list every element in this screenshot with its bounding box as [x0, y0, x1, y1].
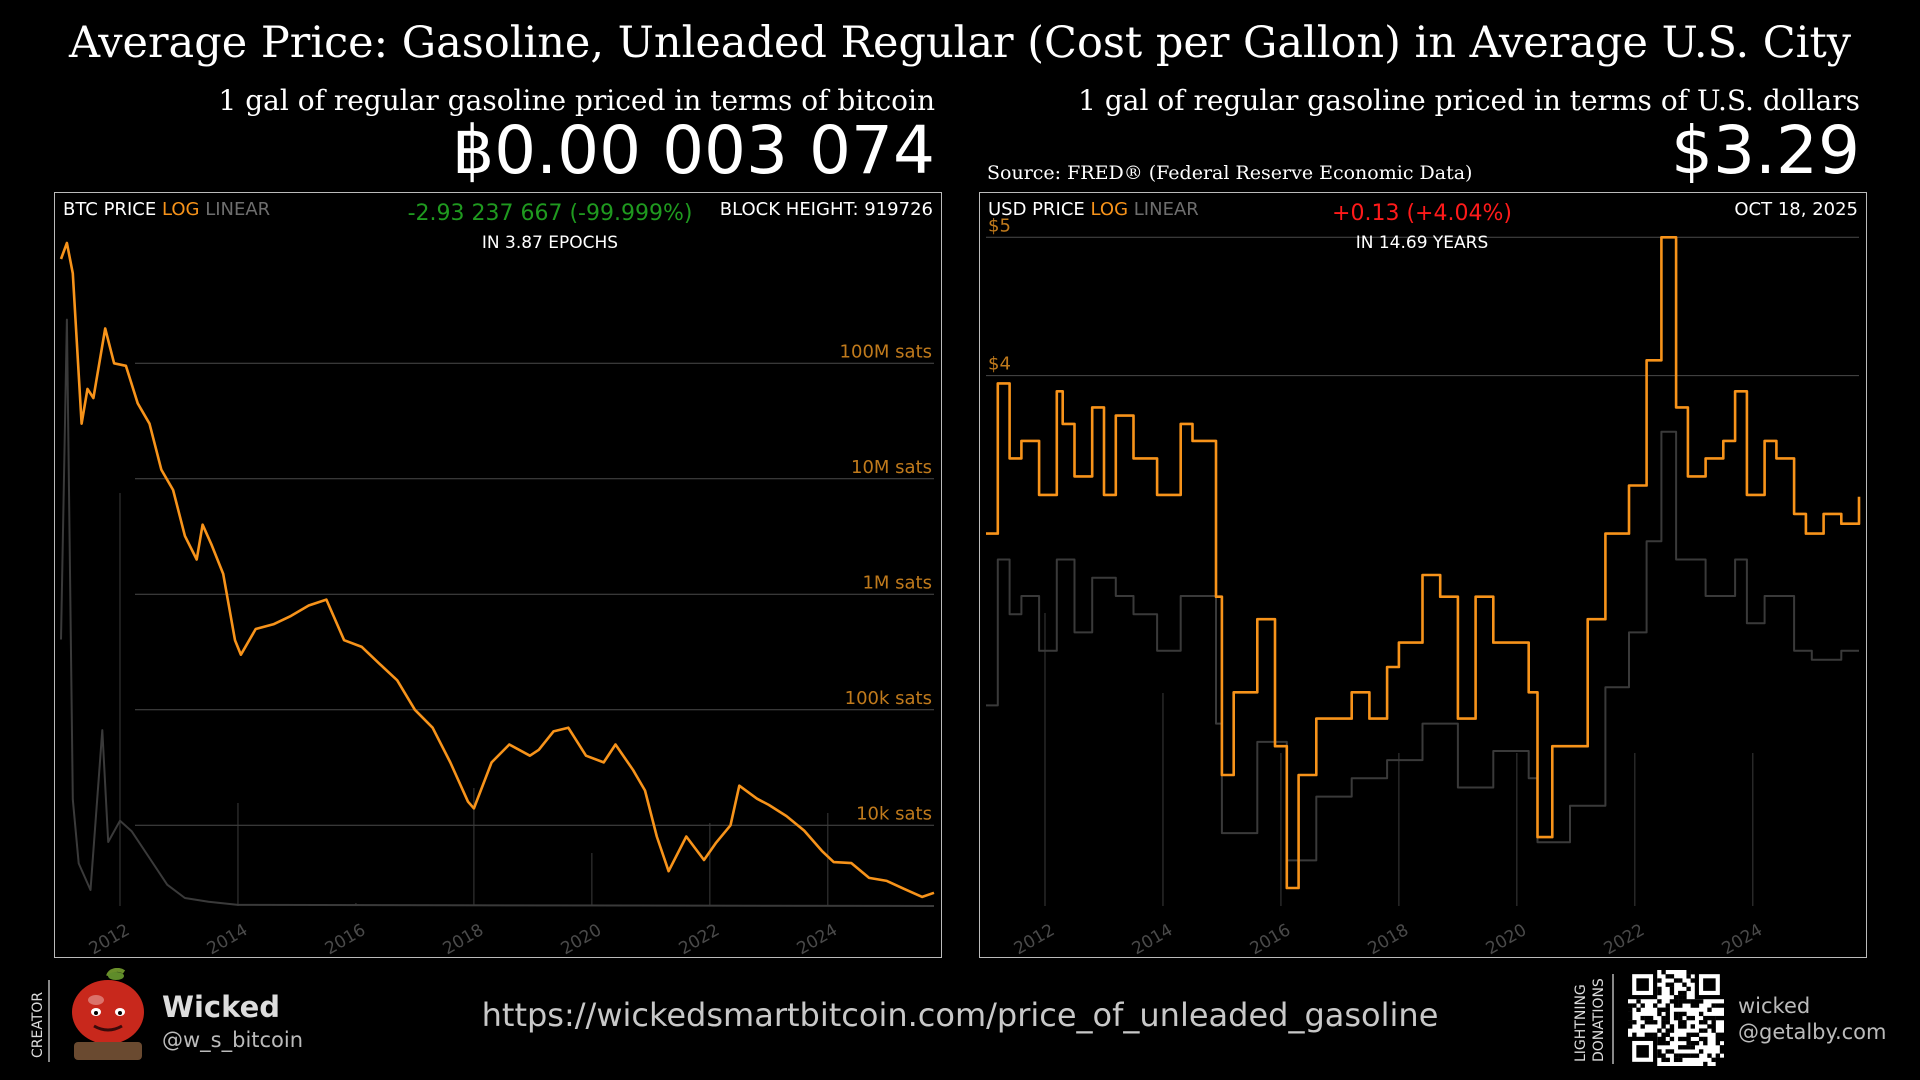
btc-gridline-label: 1M sats — [862, 572, 932, 593]
donate-name: wicked — [1738, 994, 1811, 1018]
usd-x-tick-label: 2014 — [1129, 920, 1176, 956]
creator-divider — [48, 980, 50, 1062]
btc-log-toggle[interactable]: LOG — [161, 199, 200, 220]
btc-linear-toggle[interactable]: LINEAR — [205, 199, 271, 220]
usd-x-tick-label: 2018 — [1365, 920, 1412, 956]
creator-name: Wicked — [162, 990, 281, 1024]
donations-label: DONATIONS — [1591, 978, 1607, 1062]
usd-x-tick-label: 2012 — [1011, 920, 1058, 956]
usd-price-label: USD PRICE — [988, 199, 1085, 220]
btc-x-tick-label: 2012 — [86, 920, 133, 956]
btc-gridline-label: 10k sats — [856, 803, 932, 824]
footer-url-link[interactable]: https://wickedsmartbitcoin.com/price_of_… — [481, 996, 1439, 1034]
btc-x-tick-label: 2022 — [676, 920, 723, 956]
usd-x-tick-label: 2020 — [1483, 920, 1530, 956]
usd-chart-panel: $4 $5 2012 2014 2016 2018 2020 2022 2024 USD PRI… — [979, 192, 1867, 958]
usd-x-tick-label: 2022 — [1601, 920, 1648, 956]
btc-chart-panel: 10k sats 100k sats 1M sats 10M sats 100M sat… — [54, 192, 942, 958]
btc-chart: 10k sats 100k sats 1M sats 10M sats 100M sat… — [59, 241, 935, 956]
btc-x-tick-label: 2018 — [440, 920, 487, 956]
page-title: Average Price: Gasoline, Unleaded Regula… — [68, 18, 1852, 68]
btc-change-period: IN 3.87 EPOCHS — [481, 233, 619, 253]
usd-gridline-label: $5 — [988, 215, 1011, 236]
usd-x-tick-label: 2024 — [1719, 920, 1766, 956]
btc-change-value: -2.93 237 667 (-99.999%) — [407, 201, 693, 226]
block-height: BLOCK HEIGHT: 919726 — [719, 199, 933, 220]
usd-linear-toggle[interactable]: LINEAR — [1133, 199, 1199, 220]
btc-gridline-label: 100k sats — [845, 688, 932, 709]
btc-price-value: ฿0.00 003 074 — [452, 112, 935, 189]
avatar — [72, 968, 144, 1060]
creator-handle[interactable]: @w_s_bitcoin — [162, 1028, 304, 1052]
btc-gridline-label: 10M sats — [851, 457, 932, 478]
usd-linear-series-line — [986, 430, 1859, 862]
btc-log-series-line — [59, 241, 935, 899]
btc-scale-toggle: BTC PRICE LOG LINEAR — [63, 199, 270, 220]
btc-subtitle: 1 gal of regular gasoline priced in term… — [218, 84, 935, 117]
chart-date: OCT 18, 2025 — [1734, 199, 1858, 220]
usd-scale-toggle: USD PRICE LOG LINEAR — [988, 199, 1199, 220]
usd-gridline-label: $4 — [988, 354, 1011, 375]
btc-gridline-label: 100M sats — [840, 341, 932, 362]
usd-x-tick-label: 2016 — [1247, 920, 1294, 956]
usd-chart: $4 $5 2012 2014 2016 2018 2020 2022 2024 — [986, 215, 1861, 956]
btc-x-tick-label: 2024 — [794, 920, 841, 956]
usd-price-value: $3.29 — [1671, 112, 1860, 189]
lightning-label: LIGHTNING — [1573, 984, 1589, 1062]
btc-linear-series-line — [60, 318, 935, 907]
lightning-qr-code[interactable] — [1628, 970, 1724, 1066]
usd-subtitle: 1 gal of regular gasoline priced in term… — [1078, 84, 1860, 117]
source-note: Source: FRED® (Federal Reserve Economic … — [987, 162, 1473, 184]
btc-x-tick-label: 2020 — [558, 920, 605, 956]
usd-change-period: IN 14.69 YEARS — [1355, 233, 1489, 253]
btc-price-label: BTC PRICE — [63, 199, 157, 220]
donate-handle[interactable]: @getalby.com — [1738, 1020, 1887, 1044]
btc-x-tick-label: 2016 — [322, 920, 369, 956]
usd-change-value: +0.13 (+4.04%) — [1332, 201, 1512, 226]
donations-divider — [1612, 974, 1614, 1064]
usd-log-series-line — [986, 236, 1861, 890]
btc-x-tick-label: 2014 — [204, 920, 251, 956]
usd-log-toggle[interactable]: LOG — [1090, 199, 1129, 220]
